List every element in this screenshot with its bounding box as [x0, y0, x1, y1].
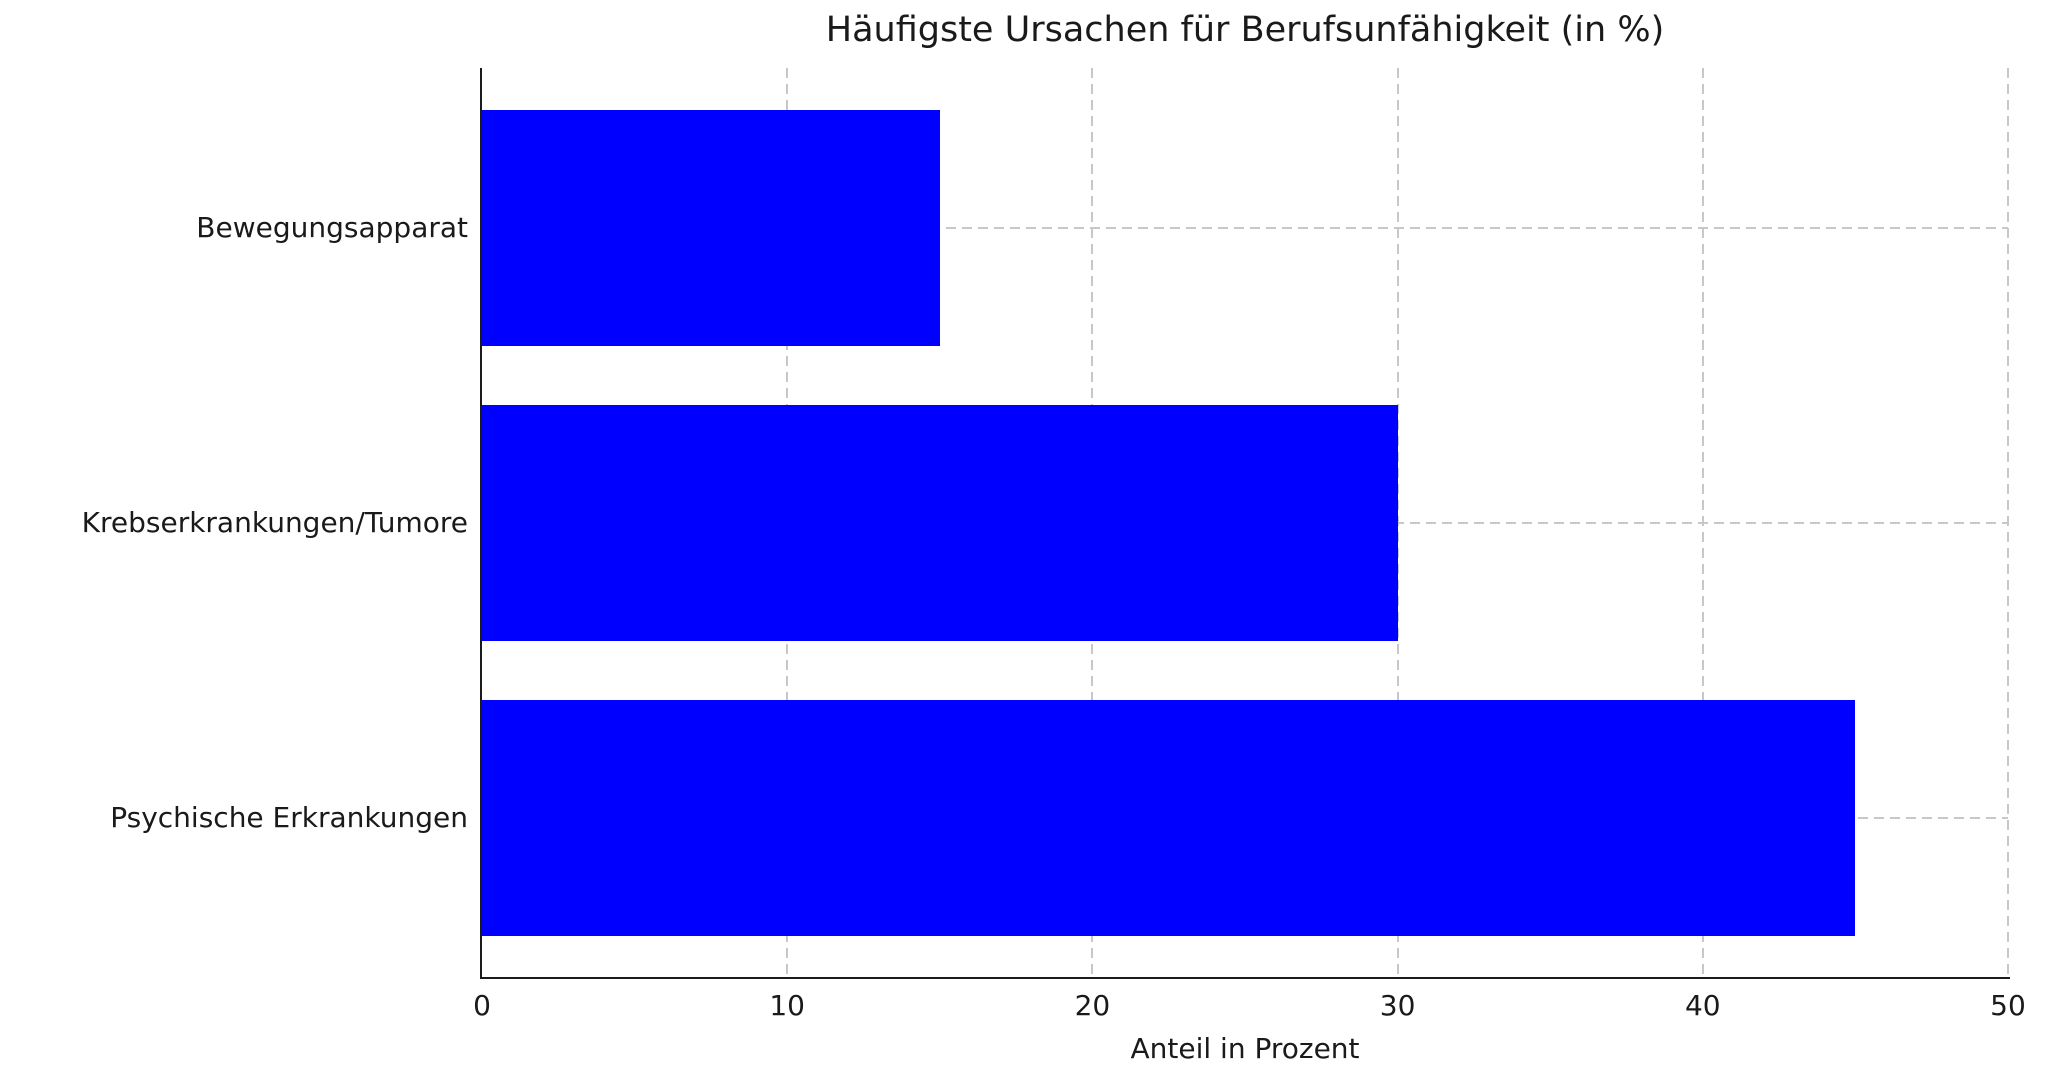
bar-bewegungsapparat — [482, 110, 940, 346]
chart-title: Häufigste Ursachen für Berufsunfähigkeit… — [825, 10, 1665, 50]
bar-psychische-erkrankungen — [482, 700, 1856, 936]
x-tick-label: 0 — [473, 989, 491, 1022]
x-tick-label: 50 — [1990, 989, 2026, 1022]
x-tick-label: 40 — [1684, 989, 1721, 1022]
y-axis-spine — [480, 68, 482, 979]
bar-krebserkrankungen-tumore — [482, 405, 1398, 641]
x-tick-label: 10 — [769, 989, 806, 1022]
gridline-horizontal — [482, 227, 2008, 229]
y-tick-label: Krebserkrankungen/Tumore — [81, 505, 468, 539]
y-tick-label: Bewegungsapparat — [196, 210, 468, 244]
x-tick-label: 20 — [1074, 989, 1111, 1022]
y-tick-label: Psychische Erkrankungen — [110, 800, 468, 834]
x-tick-label: 30 — [1379, 989, 1416, 1022]
x-axis-spine — [480, 977, 2010, 979]
gridline-vertical — [2007, 68, 2009, 977]
x-axis-label: Anteil in Prozent — [1130, 1032, 1360, 1065]
